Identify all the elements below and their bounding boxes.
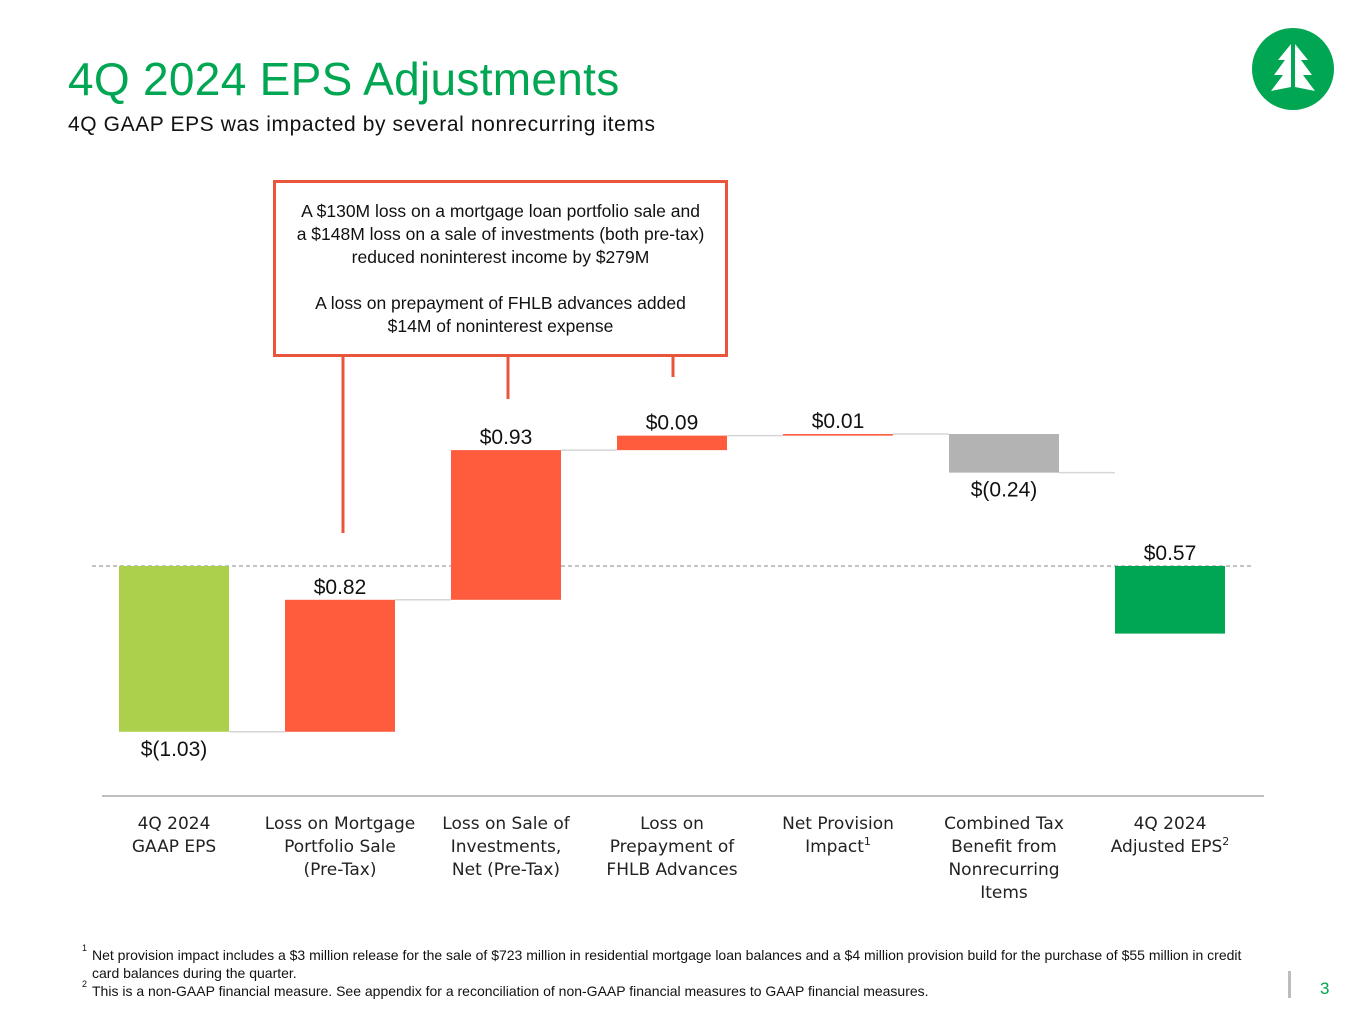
footnote-1-text: Net provision impact includes a $3 milli… (92, 947, 1242, 981)
eps-waterfall-chart: $(1.03) $0.82 $0.93 $0.09 $0.01 $(0.24) $0.57 4… (92, 352, 1264, 903)
category-label-mortgage: Loss on Mortgage Portfolio Sale (Pre-Tax) (265, 814, 415, 880)
data-label-tax: $(0.24) (971, 479, 1038, 502)
callout-text-fhlb: A loss on prepayment of FHLB advances ad… (315, 292, 686, 336)
category-label-tax: Combined Tax Benefit from Nonrecurring Item… (944, 814, 1064, 903)
category-label-investments: Loss on Sale of Investments, Net (Pre-Tax) (442, 814, 570, 880)
bar-provision (783, 434, 893, 436)
footnote-1: 1 Net provision impact includes a $3 mill… (82, 943, 1252, 982)
data-label-adjusted: $0.57 (1144, 542, 1197, 565)
footnote-2-marker: 2 (82, 979, 88, 989)
footnote-2-text: This is a non-GAAP financial measure. Se… (92, 983, 929, 999)
logo-tree-left (1271, 44, 1291, 91)
footnote-1-marker: 1 (82, 943, 88, 953)
page-subtitle: 4Q GAAP EPS was impacted by several nonr… (68, 113, 656, 136)
page-title: 4Q 2024 EPS Adjustments (68, 53, 620, 105)
data-label-provision: $0.01 (812, 410, 865, 433)
tree-logo-icon (1252, 28, 1334, 110)
footnote-2: 2 This is a non-GAAP financial measure. S… (82, 979, 1252, 1000)
data-label-gaap: $(1.03) (141, 738, 208, 761)
page-separator (1288, 971, 1291, 998)
bar-gaap (119, 566, 229, 732)
bar-tax (949, 434, 1059, 473)
category-label-fhlb: Loss on Prepayment of FHLB Advances (606, 814, 737, 880)
data-label-investments: $0.93 (480, 426, 533, 449)
bar-fhlb (617, 435, 727, 451)
bar-mortgage (285, 599, 395, 732)
data-label-mortgage: $0.82 (314, 576, 367, 599)
annotation-callout: A $130M loss on a mortgage loan portfoli… (273, 180, 728, 357)
footnotes: 1 Net provision impact includes a $3 mill… (82, 943, 1252, 1000)
bar-investments (451, 450, 561, 600)
page-number: 3 (1320, 979, 1330, 998)
bar-adjusted (1115, 566, 1225, 634)
logo-tree-right (1295, 44, 1315, 91)
data-label-fhlb: $0.09 (646, 412, 699, 435)
category-label-adjusted: 4Q 2024 Adjusted EPS2 (1111, 814, 1230, 857)
callout-text-investment-losses: A $130M loss on a mortgage loan portfoli… (296, 200, 705, 267)
category-label-provision: Net Provision Impact1 (782, 814, 894, 857)
category-label-gaap: 4Q 2024 GAAP EPS (132, 814, 216, 857)
